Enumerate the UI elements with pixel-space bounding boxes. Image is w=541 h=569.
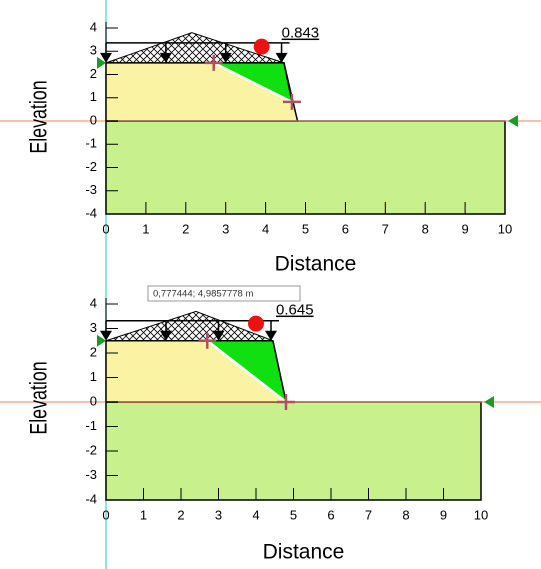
y-tick-label: 0 (90, 112, 97, 127)
factor-of-safety: 0.843 (282, 25, 320, 42)
y-tick-label: 4 (90, 295, 97, 310)
y-tick-label: 2 (90, 344, 97, 359)
x-tick-label: 0 (102, 221, 109, 236)
tooltip: 0,777444; 4,9857778 m (153, 289, 253, 300)
x-tick-label: 1 (140, 507, 147, 522)
x-tick-label: 5 (290, 507, 297, 522)
x-tick-label: 3 (222, 221, 229, 236)
x-tick-label: 9 (461, 221, 468, 236)
critical-center (248, 316, 264, 332)
x-tick-label: 10 (474, 507, 488, 522)
y-tick-label: -2 (85, 442, 97, 457)
x-axis-label: Distance (275, 253, 357, 276)
surcharge (106, 311, 273, 340)
x-tick-label: 1 (142, 221, 149, 236)
y-tick-label: 0 (90, 393, 97, 408)
boundary-marker (508, 115, 518, 127)
y-tick-label: -3 (85, 467, 97, 482)
x-tick-label: 2 (177, 507, 184, 522)
y-tick-label: 1 (90, 89, 97, 104)
x-tick-label: 9 (440, 507, 447, 522)
y-tick-label: 2 (90, 66, 97, 81)
y-axis-label: Elevation (26, 361, 52, 434)
ground (106, 402, 481, 500)
x-tick-label: 7 (365, 507, 372, 522)
screenshot: -4-3-2-1012340123456789100.843DistanceEl… (0, 0, 541, 569)
y-tick-label: -4 (85, 205, 97, 220)
x-axis-label: Distance (263, 541, 345, 564)
x-tick-label: 3 (215, 507, 222, 522)
x-tick-label: 5 (302, 221, 309, 236)
y-tick-label: -3 (85, 182, 97, 197)
factor-of-safety: 0.645 (276, 302, 314, 319)
y-tick-label: -2 (85, 159, 97, 174)
ground (106, 121, 505, 214)
x-tick-label: 8 (402, 507, 409, 522)
x-tick-label: 7 (382, 221, 389, 236)
y-axis-label: Elevation (26, 80, 52, 153)
y-tick-label: -1 (85, 418, 97, 433)
x-tick-label: 0 (102, 507, 109, 522)
y-tick-label: 4 (90, 19, 97, 34)
x-tick-label: 8 (422, 221, 429, 236)
x-tick-label: 6 (327, 507, 334, 522)
critical-center (254, 39, 270, 55)
y-tick-label: -4 (85, 491, 97, 506)
x-tick-label: 6 (342, 221, 349, 236)
y-tick-label: 1 (90, 369, 97, 384)
boundary-marker (484, 396, 494, 408)
y-tick-label: -1 (85, 136, 97, 151)
x-tick-label: 2 (182, 221, 189, 236)
x-tick-label: 10 (498, 221, 512, 236)
x-tick-label: 4 (252, 507, 259, 522)
y-tick-label: 3 (90, 43, 97, 58)
x-tick-label: 4 (262, 221, 269, 236)
y-tick-label: 3 (90, 320, 97, 335)
